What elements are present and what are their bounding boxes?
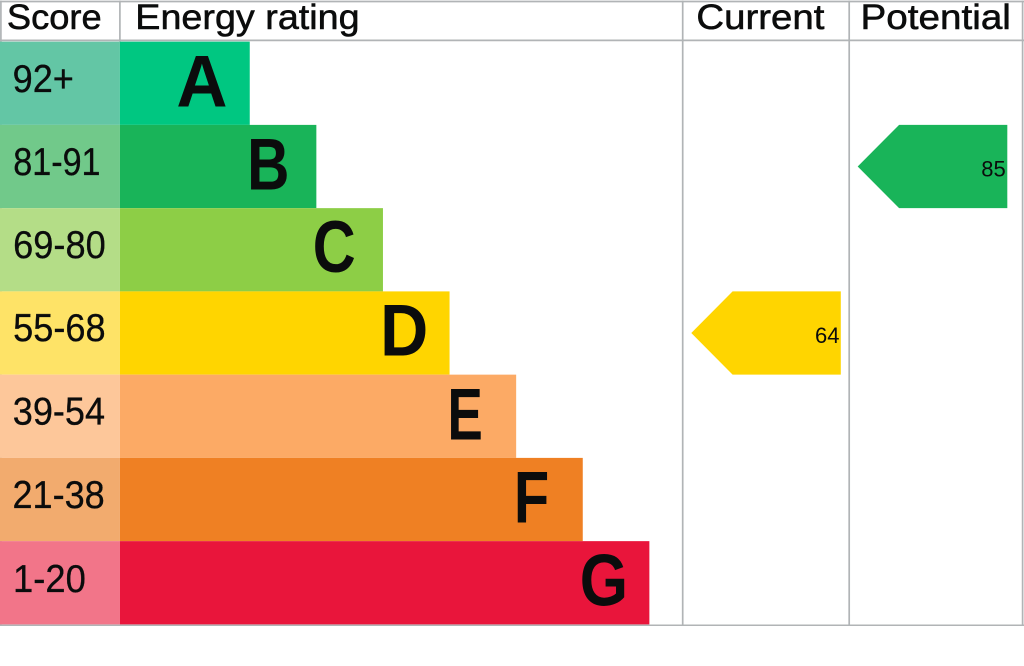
svg-text:85: 85 — [981, 157, 1005, 182]
svg-text:92+: 92+ — [13, 58, 74, 101]
svg-text:E: E — [448, 375, 483, 456]
svg-text:1-20: 1-20 — [13, 558, 86, 601]
svg-text:F: F — [514, 458, 549, 539]
svg-text:Current: Current — [696, 0, 824, 37]
svg-text:39-54: 39-54 — [13, 391, 105, 434]
svg-text:Potential: Potential — [861, 0, 1011, 37]
svg-text:A: A — [176, 42, 227, 123]
svg-text:64: 64 — [815, 323, 839, 348]
svg-text:21-38: 21-38 — [12, 474, 104, 517]
svg-text:69-80: 69-80 — [13, 224, 106, 267]
svg-text:C: C — [313, 207, 356, 288]
svg-text:B: B — [247, 125, 289, 206]
svg-text:Score: Score — [7, 0, 102, 37]
svg-text:G: G — [580, 541, 628, 622]
svg-text:81-91: 81-91 — [13, 141, 100, 184]
svg-text:Energy rating: Energy rating — [135, 0, 359, 37]
svg-text:D: D — [380, 291, 428, 372]
svg-text:55-68: 55-68 — [13, 307, 105, 350]
